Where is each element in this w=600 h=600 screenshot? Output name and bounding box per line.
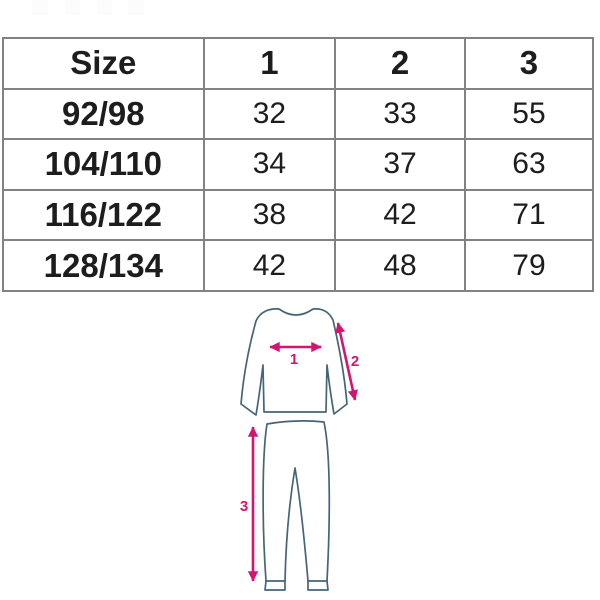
value-cell: 32 <box>202 87 337 141</box>
value-cell: 79 <box>463 239 595 292</box>
value-cell: 33 <box>334 87 466 141</box>
table-row: 92/98 32 33 55 <box>2 87 595 141</box>
pants-length-label: 3 <box>240 498 248 515</box>
size-label-cell: 104/110 <box>2 138 205 191</box>
size-label-cell: 116/122 <box>2 188 205 242</box>
table-row: 104/110 34 37 63 <box>2 138 595 191</box>
value-cell: 42 <box>202 239 337 292</box>
table-row: 128/134 42 48 79 <box>2 239 595 292</box>
value-cell: 55 <box>463 87 595 141</box>
value-cell: 42 <box>334 188 466 242</box>
header-cell-size: Size <box>2 37 205 90</box>
value-cell: 48 <box>334 239 466 292</box>
value-cell: 63 <box>463 138 595 191</box>
pajama-measurement-diagram: 1 2 3 <box>240 308 359 591</box>
artifact-square <box>97 0 112 15</box>
table-row: 116/122 38 42 71 <box>2 188 595 242</box>
header-row: Size 1 2 3 <box>2 37 595 90</box>
size-label-cell: 92/98 <box>2 87 205 141</box>
pants-outline-icon <box>262 420 331 591</box>
artifact-square <box>128 0 144 15</box>
shirt-outline-icon <box>240 308 348 416</box>
value-cell: 37 <box>334 138 466 191</box>
sleeve-length-label: 2 <box>351 353 359 370</box>
size-label-cell: 128/134 <box>2 239 205 292</box>
artifact-square <box>65 0 80 15</box>
value-cell: 38 <box>202 188 337 242</box>
sleeve-length-arrow <box>335 322 358 401</box>
value-cell: 71 <box>463 188 595 242</box>
header-cell-2: 2 <box>334 37 466 90</box>
header-cell-1: 1 <box>202 37 337 90</box>
size-chart-table: Size 1 2 3 92/98 32 33 55 104/110 34 37 … <box>2 37 595 292</box>
chest-width-label: 1 <box>290 351 298 368</box>
value-cell: 34 <box>202 138 337 191</box>
header-cell-3: 3 <box>463 37 595 90</box>
artifact-square <box>32 0 48 15</box>
